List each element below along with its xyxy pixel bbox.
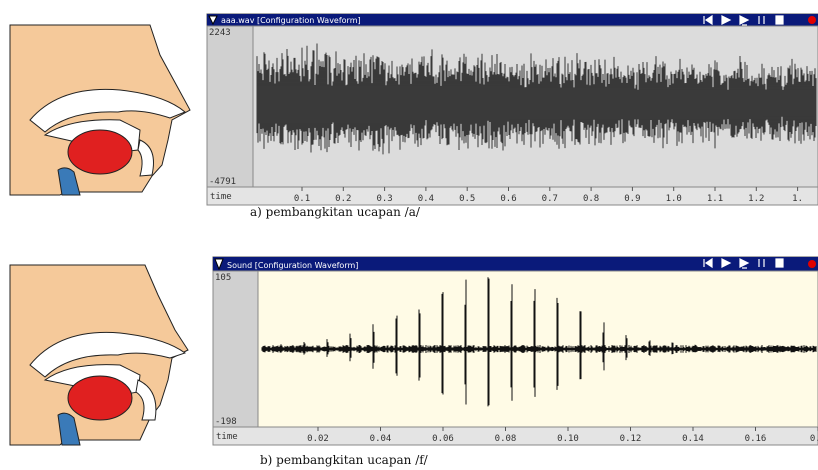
- x-tick-label: 0.2: [335, 194, 351, 204]
- x-tick-label: 0.4: [418, 194, 434, 204]
- x-tick-label: 0.3: [376, 194, 392, 204]
- record-button[interactable]: [808, 16, 816, 24]
- x-tick-label: 0.06: [432, 434, 454, 444]
- x-tick-label: 1.0: [666, 194, 682, 204]
- x-axis-label: time: [216, 432, 238, 442]
- x-tick-label: 0.04: [370, 434, 392, 444]
- x-axis-label: time: [210, 192, 232, 202]
- y-max-label: 105: [215, 273, 231, 283]
- transport-button[interactable]: [776, 16, 783, 24]
- caption: b) pembangkitan ucapan /f/: [260, 453, 429, 467]
- vocal-tract-b: [10, 265, 188, 445]
- caption: a) pembangkitan ucapan /a/: [250, 205, 421, 219]
- x-tick-label: 0.5: [459, 194, 475, 204]
- x-tick-label: 0.08: [495, 434, 517, 444]
- x-tick-label: 0.8: [583, 194, 599, 204]
- x-tick-label: 0.1: [294, 194, 310, 204]
- record-button[interactable]: [808, 260, 816, 268]
- y-max-label: 2243: [209, 28, 231, 38]
- y-axis-area: [213, 271, 258, 427]
- x-tick-label: 0.12: [620, 434, 642, 444]
- x-tick-label: 0.16: [745, 434, 767, 444]
- x-tick-label: 0.14: [682, 434, 704, 444]
- x-tick-label: 0.02: [307, 434, 329, 444]
- y-min-label: -4791: [209, 177, 236, 187]
- y-axis-area: [207, 26, 253, 187]
- window-title: aaa.wav [Configuration Waveform]: [221, 16, 361, 25]
- x-tick-label: 0.1: [810, 434, 818, 444]
- x-tick-label: 0.10: [557, 434, 579, 444]
- y-min-label: -198: [215, 417, 237, 427]
- x-tick-label: 1.: [792, 194, 803, 204]
- waveform-window: Sound [Configuration Waveform] 105 -198 tim…: [213, 257, 818, 445]
- waveform-window: aaa.wav [Configuration Waveform] 2243 -479…: [207, 14, 818, 205]
- x-tick-label: 0.9: [624, 194, 640, 204]
- vocal-tract-a: [10, 25, 190, 195]
- x-tick-label: 1.2: [748, 194, 764, 204]
- window-title: Sound [Configuration Waveform]: [227, 261, 358, 270]
- x-tick-label: 0.7: [542, 194, 558, 204]
- x-tick-label: 1.1: [707, 194, 723, 204]
- figure: aaa.wav [Configuration Waveform] 2243 -479…: [0, 0, 818, 470]
- transport-button[interactable]: [776, 259, 783, 267]
- x-tick-label: 0.6: [500, 194, 516, 204]
